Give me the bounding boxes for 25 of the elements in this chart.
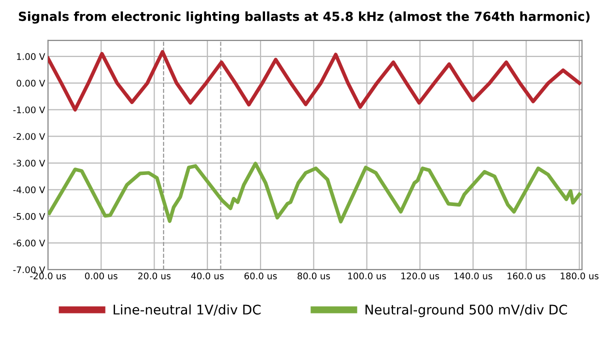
x-tick-label: 100.0 us: [348, 272, 386, 280]
x-tick-label: 80.0 us: [298, 272, 330, 280]
y-tick-label: -3.00 V: [13, 160, 46, 167]
legend-label: Line-neutral 1V/div DC: [114, 304, 261, 316]
x-tick-label: 60.0 us: [244, 272, 277, 280]
y-tick-label: -1.00 V: [13, 106, 46, 114]
x-tick-label: 120.0 us: [401, 272, 440, 280]
legend-label: Neutral-ground 500 mV/div DC: [366, 304, 567, 318]
y-tick-label: -6.00 V: [13, 240, 46, 247]
y-tick-label: -2.00 V: [13, 133, 46, 140]
y-tick-label: -4.00 V: [13, 186, 46, 194]
x-tick-label: 140.0 us: [454, 272, 492, 280]
x-tick-label: 180.0 us: [560, 272, 598, 280]
line-series: [48, 162, 582, 224]
x-tick-label: 40.0 us: [191, 272, 224, 280]
chart-title: Signals from electronic lighting ballasts at 45.8 kHz (almost the 764th harmonic): [18, 11, 590, 24]
y-tick-label: 0.00 V: [16, 80, 46, 87]
line-series: [48, 50, 582, 112]
x-tick-label: 20.0 us: [138, 272, 171, 280]
y-tick-label: 1.00 V: [17, 53, 46, 60]
y-tick-label: -5.00 V: [13, 213, 46, 220]
x-tick-label: 160.0 us: [508, 272, 546, 280]
x-tick-label: -20.0 us: [30, 272, 66, 280]
y-tick-label: -7.00 V: [13, 266, 46, 274]
x-tick-label: 0.00 us: [85, 272, 118, 280]
